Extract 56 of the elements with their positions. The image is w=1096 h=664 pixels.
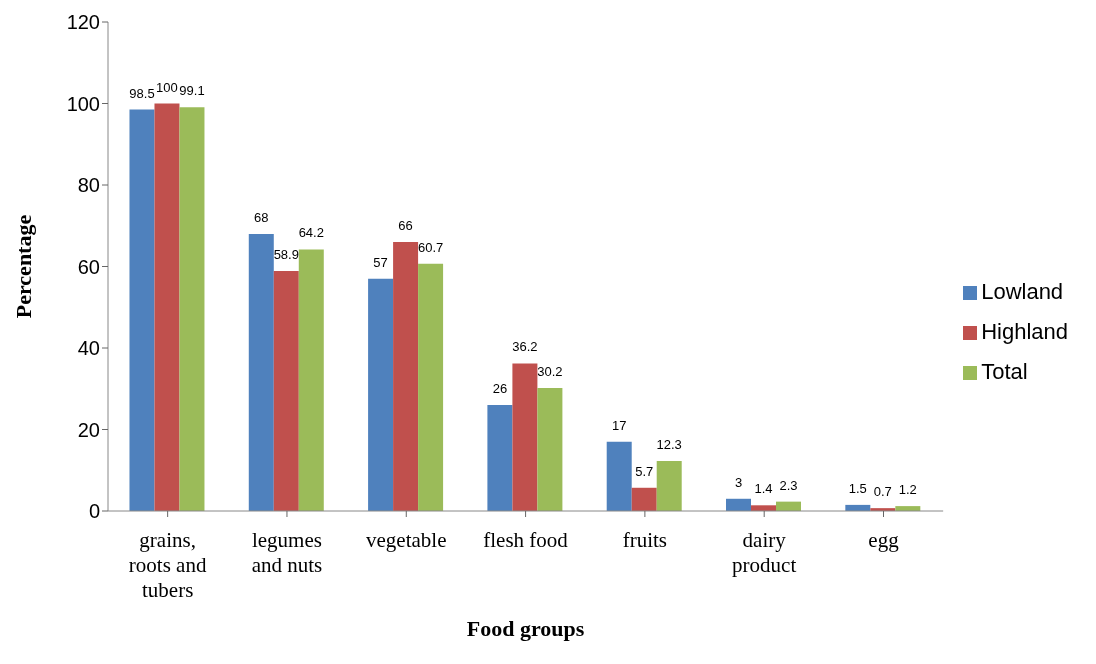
data-label: 60.7 [417, 239, 444, 255]
data-label: 12.3 [656, 436, 682, 452]
y-tick-label: 100 [66, 92, 100, 115]
data-label: 57 [373, 254, 388, 270]
bar [656, 460, 682, 511]
x-tick-label: legumes and nuts [251, 528, 323, 577]
data-label: 58.9 [273, 246, 299, 262]
data-label: 98.5 [129, 85, 155, 101]
bar [631, 487, 657, 511]
data-label: 66 [398, 218, 413, 234]
bar [606, 441, 632, 511]
data-label: 2.3 [779, 477, 798, 493]
x-tick-label: fruits [622, 528, 668, 552]
bar [298, 249, 324, 511]
bar [512, 363, 538, 511]
data-label: 3 [734, 474, 743, 490]
data-label: 36.2 [512, 339, 538, 355]
y-tick-label: 40 [77, 337, 100, 360]
y-tick-label: 120 [66, 11, 100, 34]
x-tick-label: vegetable [366, 528, 447, 552]
x-tick-label: flesh food [483, 528, 569, 552]
bar [273, 270, 299, 511]
x-tick-label: egg [868, 528, 900, 552]
data-label: 100 [156, 79, 178, 95]
bar [393, 242, 419, 511]
bar [129, 109, 155, 511]
data-label: 0.7 [873, 484, 892, 500]
data-label: 30.2 [537, 363, 563, 379]
data-label: 5.7 [635, 463, 654, 479]
y-tick-label: 60 [77, 255, 100, 278]
bar [368, 278, 394, 511]
bar [154, 103, 180, 511]
legend-label: Lowland [981, 279, 1064, 304]
bar [726, 498, 752, 511]
legend-label: Highland [981, 319, 1068, 344]
bar [418, 263, 444, 511]
y-tick-label: 80 [77, 174, 100, 197]
data-label: 17 [611, 417, 627, 433]
data-label: 64.2 [298, 225, 324, 241]
x-axis-title: Food groups [466, 616, 585, 641]
data-label: 26 [492, 381, 508, 397]
x-tick-label: dairy product [732, 528, 797, 577]
bar [537, 387, 563, 511]
data-label: 1.4 [754, 481, 773, 497]
legend-label: Total [981, 359, 1028, 384]
y-axis-title: Percentage [10, 214, 36, 319]
y-tick-label: 0 [88, 500, 100, 523]
x-tick-label: grains, roots and tubers [128, 528, 207, 602]
data-label: 1.2 [898, 482, 917, 498]
data-label: 1.5 [848, 480, 867, 496]
y-tick-label: 20 [77, 418, 100, 441]
data-label: 68 [254, 209, 269, 225]
bar [248, 233, 274, 511]
bar [179, 107, 205, 511]
bar [487, 405, 513, 511]
data-label: 99.1 [179, 83, 205, 99]
